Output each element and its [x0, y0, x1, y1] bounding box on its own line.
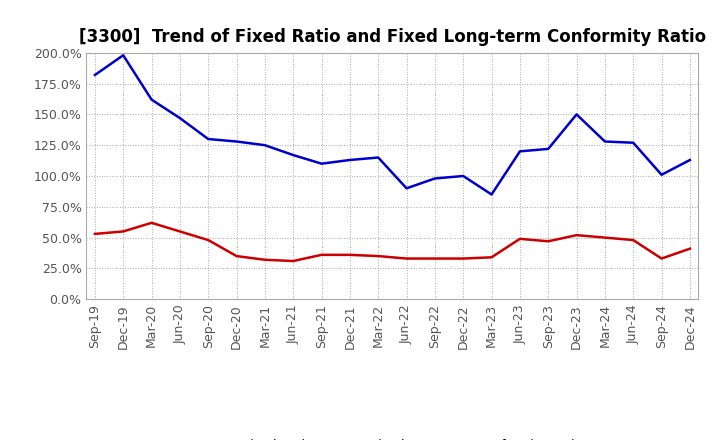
Line: Fixed Ratio: Fixed Ratio [95, 55, 690, 194]
Fixed Long-term Conformity Ratio [459, 256, 467, 261]
Fixed Long-term Conformity Ratio [346, 252, 354, 257]
Fixed Ratio [91, 72, 99, 77]
Fixed Long-term Conformity Ratio [629, 238, 637, 243]
Fixed Long-term Conformity Ratio [176, 229, 184, 234]
Fixed Ratio [374, 155, 382, 160]
Fixed Long-term Conformity Ratio [600, 235, 609, 240]
Fixed Ratio [685, 158, 694, 163]
Fixed Long-term Conformity Ratio [318, 252, 326, 257]
Fixed Long-term Conformity Ratio [289, 258, 297, 264]
Fixed Ratio [119, 53, 127, 58]
Fixed Ratio [261, 143, 269, 148]
Fixed Ratio [572, 112, 581, 117]
Fixed Ratio [487, 192, 496, 197]
Fixed Long-term Conformity Ratio [261, 257, 269, 262]
Line: Fixed Long-term Conformity Ratio: Fixed Long-term Conformity Ratio [95, 223, 690, 261]
Fixed Long-term Conformity Ratio [487, 255, 496, 260]
Fixed Ratio [176, 115, 184, 121]
Fixed Ratio [544, 146, 552, 151]
Fixed Ratio [148, 97, 156, 102]
Fixed Long-term Conformity Ratio [119, 229, 127, 234]
Fixed Long-term Conformity Ratio [544, 238, 552, 244]
Fixed Ratio [629, 140, 637, 145]
Title: [3300]  Trend of Fixed Ratio and Fixed Long-term Conformity Ratio: [3300] Trend of Fixed Ratio and Fixed Lo… [78, 28, 706, 46]
Fixed Long-term Conformity Ratio [431, 256, 439, 261]
Fixed Long-term Conformity Ratio [148, 220, 156, 225]
Fixed Ratio [600, 139, 609, 144]
Fixed Long-term Conformity Ratio [657, 256, 666, 261]
Fixed Ratio [346, 158, 354, 163]
Fixed Ratio [459, 173, 467, 179]
Fixed Long-term Conformity Ratio [204, 238, 212, 243]
Fixed Long-term Conformity Ratio [233, 253, 241, 259]
Fixed Long-term Conformity Ratio [402, 256, 411, 261]
Fixed Long-term Conformity Ratio [374, 253, 382, 259]
Fixed Ratio [204, 136, 212, 142]
Fixed Long-term Conformity Ratio [572, 232, 581, 238]
Fixed Ratio [289, 152, 297, 158]
Legend: Fixed Ratio, Fixed Long-term Conformity Ratio: Fixed Ratio, Fixed Long-term Conformity … [197, 433, 588, 440]
Fixed Ratio [233, 139, 241, 144]
Fixed Long-term Conformity Ratio [91, 231, 99, 237]
Fixed Ratio [402, 186, 411, 191]
Fixed Ratio [318, 161, 326, 166]
Fixed Long-term Conformity Ratio [516, 236, 524, 242]
Fixed Ratio [431, 176, 439, 181]
Fixed Long-term Conformity Ratio [685, 246, 694, 251]
Fixed Ratio [657, 172, 666, 177]
Fixed Ratio [516, 149, 524, 154]
